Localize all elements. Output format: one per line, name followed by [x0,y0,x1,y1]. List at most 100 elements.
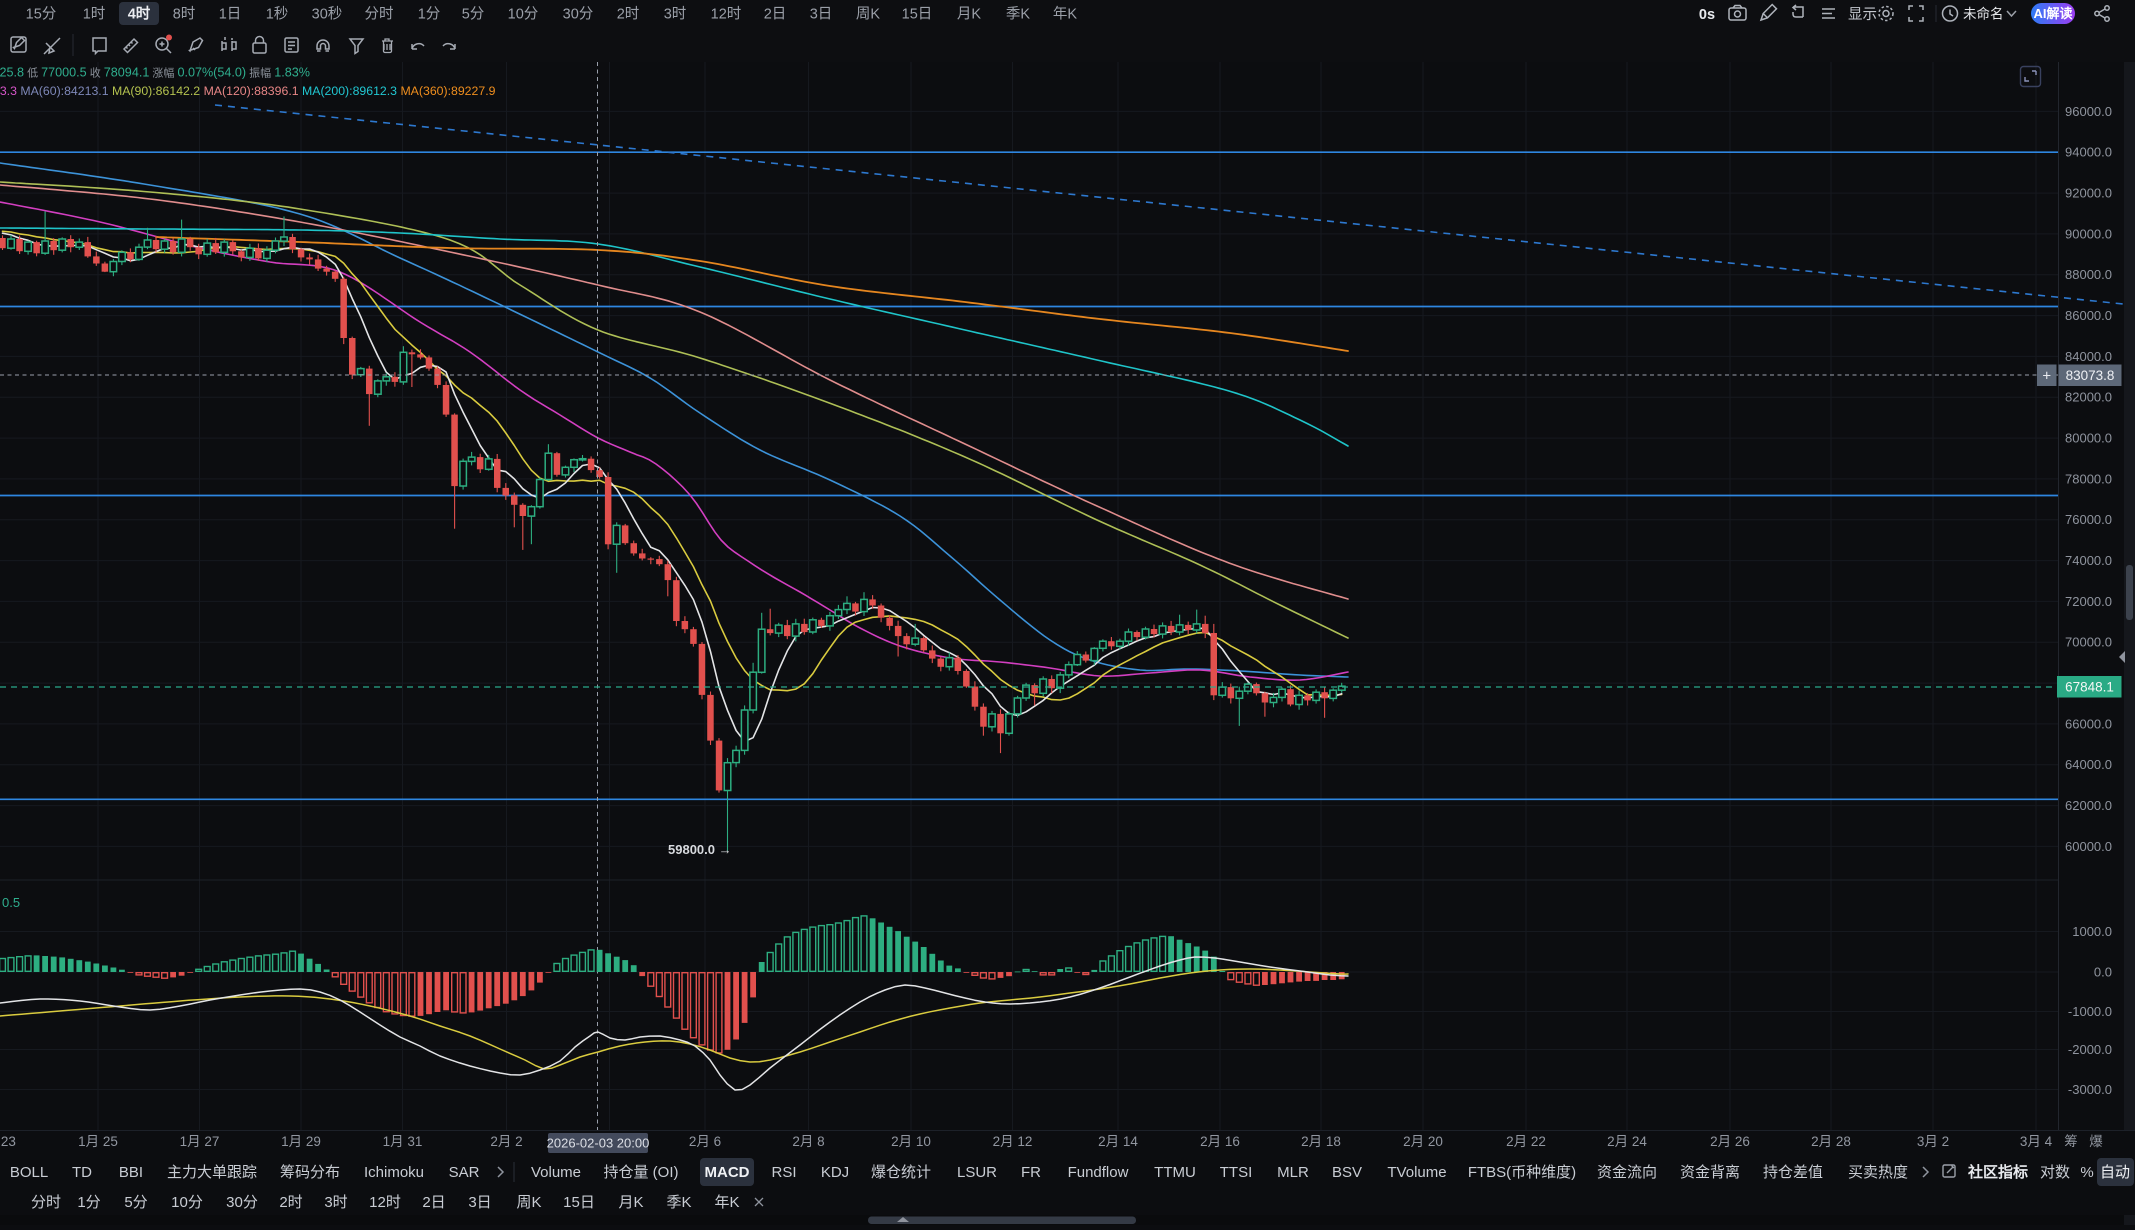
svg-text:70000.0: 70000.0 [2065,635,2112,650]
svg-text:TD: TD [72,1164,92,1181]
svg-text:2月 2: 2月 2 [490,1134,522,1149]
svg-text:80000.0: 80000.0 [2065,431,2112,446]
svg-text:2月 14: 2月 14 [1098,1134,1138,1149]
svg-text:FR: FR [1021,1164,1041,1181]
svg-text:资金背离: 资金背离 [1680,1164,1740,1181]
svg-text:BBI: BBI [119,1164,143,1181]
svg-text:-1000.0: -1000.0 [2068,1004,2112,1019]
svg-text:62000.0: 62000.0 [2065,798,2112,813]
svg-text:2月 28: 2月 28 [1811,1134,1851,1149]
svg-text:1分: 1分 [77,1194,100,1211]
svg-text:3时: 3时 [324,1194,347,1211]
svg-text:2月 20: 2月 20 [1403,1134,1443,1149]
svg-text:3时: 3时 [664,6,687,23]
svg-text:1000.0: 1000.0 [2072,924,2112,939]
svg-text:1月 27: 1月 27 [180,1134,220,1149]
svg-text:%: % [2080,1164,2093,1181]
svg-text:2月 22: 2月 22 [1506,1134,1546,1149]
svg-text:30分: 30分 [226,1194,258,1211]
svg-text:0s: 0s [1699,7,1715,23]
svg-text:自动: 自动 [2100,1164,2130,1181]
svg-text:未命名: 未命名 [1963,6,2004,22]
svg-text:72000.0: 72000.0 [2065,594,2112,609]
svg-text:30秒: 30秒 [312,6,343,23]
svg-text:0.5: 0.5 [2,895,20,910]
svg-text:8时: 8时 [173,6,196,23]
svg-text:67848.1: 67848.1 [2065,680,2114,695]
svg-text:2026-02-03 20:00: 2026-02-03 20:00 [547,1136,650,1151]
svg-text:显示: 显示 [1848,7,1877,23]
svg-text:BOLL: BOLL [10,1164,48,1181]
svg-text:59800.0 →: 59800.0 → [668,842,732,857]
svg-text:MACD: MACD [705,1164,750,1181]
svg-text:2月 24: 2月 24 [1607,1134,1647,1149]
svg-text:83.3 MA(60):84213.1 MA(90):861: 83.3 MA(60):84213.1 MA(90):86142.2 MA(12… [0,84,496,98]
svg-text:1分: 1分 [418,6,441,23]
svg-text:年K: 年K [714,1194,739,1211]
svg-text:筹: 筹 [2064,1133,2078,1149]
svg-text:64000.0: 64000.0 [2065,757,2112,772]
svg-text:10分: 10分 [171,1194,203,1211]
svg-text:88000.0: 88000.0 [2065,267,2112,282]
svg-text:3日: 3日 [810,7,833,23]
svg-text:96000.0: 96000.0 [2065,104,2112,119]
svg-text:3月 2: 3月 2 [1917,1134,1949,1149]
svg-text:RSI: RSI [771,1164,796,1181]
svg-text:2月 18: 2月 18 [1301,1134,1341,1149]
svg-text:月K: 月K [957,7,981,23]
svg-text:FTBS(币种维度): FTBS(币种维度) [1468,1164,1576,1181]
svg-text:84000.0: 84000.0 [2065,349,2112,364]
svg-text:2日: 2日 [764,7,787,23]
svg-text:持仓量 (OI): 持仓量 (OI) [604,1164,679,1181]
svg-text:10分: 10分 [508,6,539,23]
svg-text:90000.0: 90000.0 [2065,226,2112,241]
svg-text:0.0: 0.0 [2094,965,2112,980]
svg-text:对数: 对数 [2040,1164,2070,1181]
svg-text:主力大单跟踪: 主力大单跟踪 [167,1164,257,1181]
svg-text:季K: 季K [1006,6,1030,23]
svg-text:1月 23: 1月 23 [0,1134,16,1149]
svg-text:2月 6: 2月 6 [689,1134,721,1149]
svg-text:66000.0: 66000.0 [2065,716,2112,731]
svg-text:12时: 12时 [369,1194,401,1211]
svg-text:92000.0: 92000.0 [2065,186,2112,201]
svg-text:15分: 15分 [26,6,57,23]
svg-text:LSUR: LSUR [957,1164,997,1181]
svg-text:30分: 30分 [563,6,594,23]
svg-text:60000.0: 60000.0 [2065,839,2112,854]
svg-text:2月 26: 2月 26 [1710,1134,1750,1149]
svg-text:季K: 季K [666,1194,691,1211]
svg-text:1日: 1日 [219,7,242,23]
svg-text:TTMU: TTMU [1154,1164,1196,1181]
svg-text:2月 10: 2月 10 [891,1134,931,1149]
svg-text:15日: 15日 [563,1194,595,1211]
svg-text:2月 8: 2月 8 [792,1134,824,1149]
svg-text:2时: 2时 [279,1194,302,1211]
svg-text:1月 25: 1月 25 [78,1134,118,1149]
svg-text:4时: 4时 [128,6,151,23]
svg-text:5分: 5分 [124,1194,147,1211]
svg-text:爆仓统计: 爆仓统计 [871,1164,931,1181]
svg-text:1月 29: 1月 29 [281,1134,321,1149]
svg-text:2时: 2时 [617,6,640,23]
svg-text:周K: 周K [516,1194,541,1211]
svg-text:筹码分布: 筹码分布 [280,1164,340,1181]
svg-text:15日: 15日 [902,7,933,23]
svg-text:82000.0: 82000.0 [2065,390,2112,405]
svg-text:78000.0: 78000.0 [2065,471,2112,486]
svg-text:资金流向: 资金流向 [1597,1164,1657,1181]
svg-text:1月 31: 1月 31 [383,1134,423,1149]
svg-text:社区指标: 社区指标 [1967,1163,2028,1181]
svg-text:Volume: Volume [531,1164,581,1181]
svg-text:83073.8: 83073.8 [2066,368,2115,383]
svg-text:分时: 分时 [365,6,394,23]
svg-text:3日: 3日 [468,1194,491,1211]
svg-text:+: + [2042,368,2051,385]
svg-text:94000.0: 94000.0 [2065,145,2112,160]
svg-text:1时: 1时 [83,6,106,23]
svg-text:86000.0: 86000.0 [2065,308,2112,323]
svg-text:-2000.0: -2000.0 [2068,1042,2112,1057]
svg-text:3月 4: 3月 4 [2020,1134,2053,1149]
svg-text:12时: 12时 [711,6,742,23]
svg-text:买卖热度: 买卖热度 [1848,1164,1908,1181]
